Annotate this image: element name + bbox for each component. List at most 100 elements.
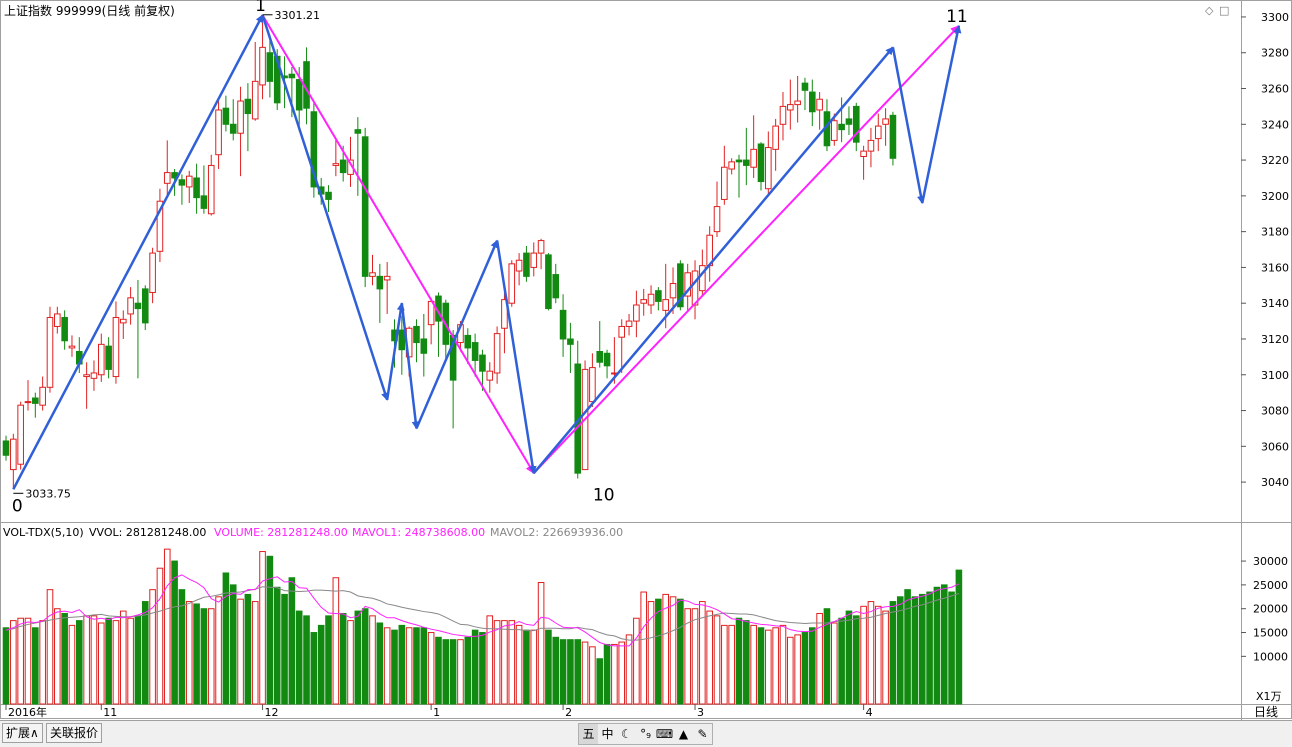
- volume-bar: [750, 624, 757, 705]
- moon-icon[interactable]: ☾: [621, 727, 632, 741]
- candle: [2, 435, 10, 461]
- volume-bar: [354, 610, 362, 705]
- y-tick-label: 3100: [1261, 369, 1289, 382]
- candle-body: [10, 438, 17, 471]
- volume-bar: [68, 624, 76, 705]
- five-tool-icon[interactable]: 五: [579, 724, 598, 744]
- candle-body: [838, 123, 845, 131]
- blue-wave-arrow: [415, 239, 499, 429]
- volume-bar: [141, 601, 149, 705]
- candle-body: [310, 111, 318, 188]
- volume-bar: [420, 627, 428, 705]
- candle-body: [479, 354, 486, 372]
- volume-bar: [17, 617, 24, 705]
- volume-bar: [83, 615, 90, 705]
- candle-body: [90, 372, 98, 379]
- candle: [376, 263, 384, 323]
- volume-bar: [706, 610, 713, 705]
- user-icon[interactable]: ▲: [678, 727, 689, 741]
- candle: [735, 154, 743, 198]
- candle: [207, 154, 215, 216]
- candle-body: [464, 334, 472, 349]
- candle-body: [332, 163, 340, 166]
- volume-bar: [442, 639, 450, 705]
- candle-body: [721, 166, 728, 200]
- candle: [750, 115, 757, 178]
- volume-bar: [552, 636, 560, 705]
- volume-bar: [845, 610, 853, 705]
- candle: [589, 353, 596, 407]
- candle-body: [647, 293, 655, 306]
- volume-bar: [772, 627, 779, 705]
- blue-wave-arrow: [261, 14, 389, 401]
- candle: [90, 360, 98, 391]
- x-tick-label: 2016年: [8, 705, 47, 719]
- volume-bar: [449, 639, 457, 705]
- candle: [398, 315, 406, 375]
- volume-bar: [288, 577, 296, 705]
- keyboard-icon[interactable]: ⌨: [655, 727, 674, 741]
- candle-body: [24, 401, 32, 404]
- volume-bar: [728, 624, 735, 705]
- vol-tick-label: 15000: [1253, 627, 1288, 640]
- x-tick-label: 11: [103, 706, 117, 719]
- volume-bar: [874, 605, 882, 705]
- related-quote-button[interactable]: 关联报价: [46, 723, 103, 743]
- volume-bar: [662, 593, 670, 705]
- candle: [721, 145, 728, 205]
- volume-bar: [647, 601, 655, 705]
- expand-button[interactable]: 扩展∧: [2, 723, 43, 743]
- wrench-icon[interactable]: ✎: [697, 727, 708, 741]
- candle: [354, 117, 362, 196]
- candle: [471, 333, 479, 377]
- candle-body: [677, 263, 684, 308]
- candle-body: [874, 125, 882, 140]
- candle-body: [545, 254, 552, 310]
- candle: [603, 349, 611, 379]
- candle-body: [112, 317, 120, 378]
- volume-bar: [640, 591, 648, 705]
- price-marker-label: 3033.75: [25, 487, 71, 500]
- y-tick-label: 3040: [1261, 476, 1289, 489]
- y-tick-label: 3160: [1261, 261, 1289, 274]
- volume-bar: [933, 586, 941, 705]
- x-tick-label: 3: [697, 706, 704, 719]
- volume-bar: [530, 629, 538, 705]
- candle-body: [801, 82, 809, 91]
- candle: [54, 306, 61, 334]
- candle-body: [735, 159, 743, 163]
- candle: [743, 127, 750, 186]
- volume-bar: [633, 617, 640, 705]
- candle-body: [193, 177, 200, 199]
- volume-bar: [244, 593, 252, 705]
- candle: [112, 301, 120, 384]
- degree-icon[interactable]: °₉: [640, 727, 651, 741]
- candle-body: [295, 79, 303, 111]
- candle-body: [266, 52, 274, 82]
- volume-bar: [200, 608, 208, 705]
- candle: [119, 310, 127, 339]
- volume-label: VOLUME: 281281248.00: [214, 526, 348, 539]
- volume-bar: [97, 622, 105, 705]
- candle-body: [787, 104, 794, 111]
- y-tick-label: 3060: [1261, 440, 1289, 453]
- volume-bar: [156, 567, 164, 705]
- candle-body: [633, 304, 640, 322]
- volume-bar: [735, 617, 743, 705]
- candle-body: [728, 161, 735, 170]
- candle: [185, 170, 193, 204]
- candle: [369, 254, 376, 286]
- volume-bar: [589, 646, 596, 705]
- candle-body: [61, 317, 68, 342]
- candle: [215, 101, 222, 170]
- candle-body: [471, 342, 479, 361]
- candle-body: [200, 195, 208, 209]
- y-tick-label: 3220: [1261, 154, 1289, 167]
- volume-bar: [691, 608, 699, 705]
- kline-chart[interactable]: 3040306030803100312031403160318032003220…: [0, 0, 1292, 720]
- candle: [523, 245, 530, 282]
- zhong-tool-icon[interactable]: 中: [601, 727, 614, 741]
- candle: [127, 287, 134, 325]
- magenta-wave-line: [261, 14, 535, 475]
- x-tick-label: 1: [433, 706, 440, 719]
